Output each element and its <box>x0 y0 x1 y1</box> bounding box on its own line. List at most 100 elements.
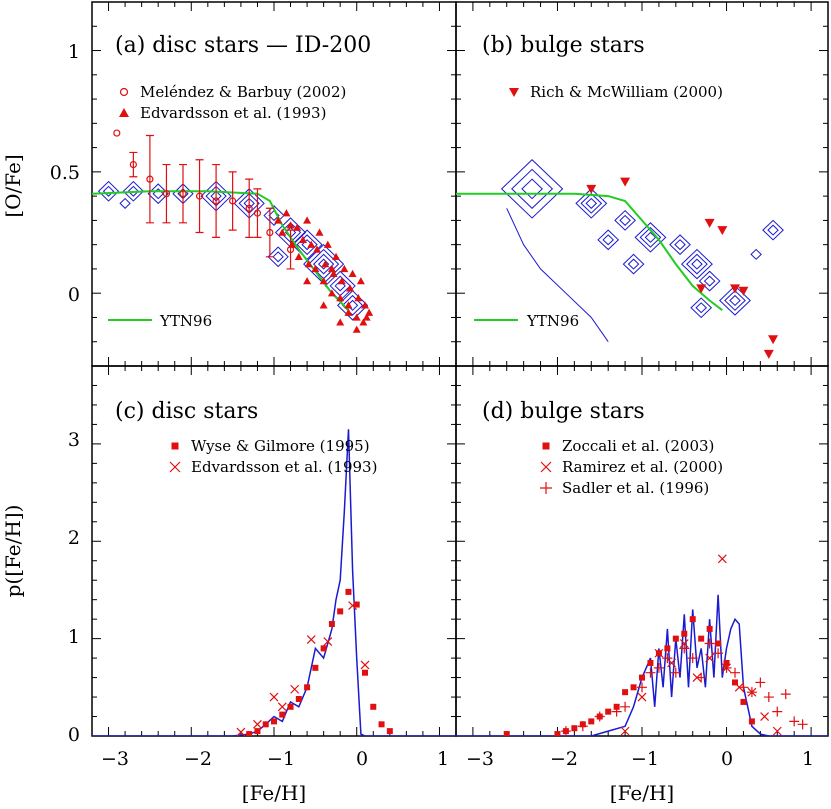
panel-c-wyse-point-13 <box>353 601 360 608</box>
panel-a-errbar-8 <box>245 178 254 238</box>
panel-d-sadler-point-13 <box>704 638 715 649</box>
legend-c-2: Edvardsson et al. (1993) <box>191 458 377 476</box>
panel-b-ytn96-line <box>456 192 723 311</box>
panel-b-contour-6-0 <box>674 239 686 251</box>
legend-b-ytn: YTN96 <box>526 312 579 330</box>
xtick-c-1: 1 <box>437 748 449 770</box>
panel-b-rich-point-7 <box>768 335 779 345</box>
panel-a-title: (a) disc stars — ID-200 <box>115 33 371 58</box>
panel-a-errbar-5 <box>195 159 204 234</box>
panel-a-edvardsson-point-4 <box>288 240 297 248</box>
panel-d-sadler-point-1 <box>577 721 588 732</box>
panel-a-melendez-point-8 <box>245 204 253 212</box>
panel-a-contour-12-0 <box>334 280 346 292</box>
panel-a-edvardsson-point-22 <box>340 264 349 273</box>
panel-a-edvardsson-point-30 <box>361 301 369 309</box>
legend-a-2: Edvardsson et al. (1993) <box>140 104 326 122</box>
panel-a-edvardsson-point-28 <box>356 277 365 285</box>
xtick-c-m1: −1 <box>267 748 295 770</box>
panel-a-edvardsson-point-31 <box>362 313 371 321</box>
panel-a-contour-2-1 <box>147 183 169 205</box>
panel-a-edvardsson-point-33 <box>303 277 312 285</box>
panel-d-sadler-point-5 <box>637 682 647 693</box>
panel-b-contour-8-1 <box>698 270 721 292</box>
legend-marker-c-1 <box>171 442 179 450</box>
panel-d-zoccali-point-11 <box>639 674 645 681</box>
panel-a-edvardsson-point-38 <box>344 308 353 316</box>
panel-b-contour-11-0 <box>767 224 779 236</box>
panel-b-contour-8-0 <box>703 275 716 287</box>
panel-d-sadler-point-24 <box>797 719 808 730</box>
panel-a-edvardsson-point-15 <box>321 260 330 268</box>
panel-a-contour-5-0 <box>210 190 222 202</box>
legend-d-2: Ramirez et al. (2000) <box>562 458 723 476</box>
panel-a-melendez-point-9 <box>253 209 262 217</box>
panel-a-contour-7-0 <box>268 209 280 222</box>
legend-d-3: Sadler et al. (1996) <box>562 479 709 497</box>
panel-d-zoccali-point-23 <box>740 698 747 705</box>
panel-a-edvardsson-point-3 <box>286 221 295 229</box>
panel-b-contour-9-2 <box>719 285 751 316</box>
panel-d-zoccali-point-5 <box>588 718 595 725</box>
panel-a-edvardsson-point-1 <box>278 228 287 236</box>
ylabel-bottom: p([Fe/H]) <box>1 505 25 598</box>
panel-d-zoccali-point-3 <box>571 725 578 732</box>
legend-a-1: Meléndez & Barbuy (2002) <box>140 83 346 101</box>
panel-d-model-line <box>456 594 828 736</box>
panel-a-melendez-point-10 <box>266 228 274 237</box>
panel-a-edvardsson-point-13 <box>315 228 324 236</box>
ylabel-top: [O/Fe] <box>1 154 25 217</box>
panel-c-edvardsson-point-4 <box>290 684 300 694</box>
panel-a-edvardsson-point-23 <box>344 301 353 309</box>
panel-c-wyse-point-0 <box>246 731 253 736</box>
panel-a-contour-11-1 <box>312 253 335 275</box>
panel-a-edvardsson-point-18 <box>329 269 338 277</box>
panel-a-edvardsson-point-9 <box>304 260 313 268</box>
panel-d-sadler-point-16 <box>730 667 740 678</box>
xlabel-right: [Fe/H] <box>610 781 674 805</box>
panel-a-contour-11-0 <box>317 258 330 270</box>
panel-b-contour-12-0 <box>750 248 762 260</box>
panel-b-contour-9-0 <box>729 294 741 307</box>
legend-marker-c-2 <box>169 461 181 473</box>
xtick-c-m3: −3 <box>101 748 129 770</box>
panel-c-wyse-point-16 <box>378 721 385 728</box>
panel-a-edvardsson-point-10 <box>307 240 316 248</box>
panel-d-sadler-point-11 <box>687 653 698 664</box>
panel-a-errbar-10 <box>265 207 274 258</box>
ytick-a-0: 0 <box>68 284 80 306</box>
panel-d-sadler-point-12 <box>696 672 707 683</box>
panel-c-edvardsson-point-5 <box>306 635 316 645</box>
panel-a-edvardsson-point-8 <box>303 216 312 224</box>
panel-d-ramirez-point-12 <box>772 726 782 736</box>
panel-d-zoccali-point-20 <box>715 640 722 647</box>
panel-a-errbar-4 <box>179 163 187 224</box>
panel-c-edvardsson-point-8 <box>360 660 370 670</box>
panel-a-melendez-point-2 <box>146 175 154 183</box>
panel-d-sadler-point-17 <box>738 682 749 693</box>
panel-d-sadler-point-15 <box>721 662 732 673</box>
panel-a-edvardsson-point-16 <box>323 240 332 248</box>
panel-c-plot <box>92 429 456 736</box>
panel-d-sadler-point-7 <box>653 662 664 673</box>
panel-a-edvardsson-point-11 <box>311 264 320 273</box>
panel-a-errbar-3 <box>162 163 171 224</box>
panel-d-ramirez-point-6 <box>705 653 715 663</box>
panel-d-ramirez-point-0 <box>620 726 630 736</box>
panel-b-contour-10-0 <box>695 302 707 314</box>
panel-a-contour-0-0 <box>102 185 115 197</box>
panel-b-rich-point-5 <box>730 284 740 294</box>
panel-a-edvardsson-point-19 <box>332 252 341 260</box>
panel-a-contour-11-2 <box>308 248 340 280</box>
panel-d-ramirez-point-1 <box>637 692 647 702</box>
panel-b-contour-0-1 <box>511 168 554 209</box>
ytick-c-0: 0 <box>68 724 80 746</box>
panel-c-edvardsson-point-1 <box>253 719 262 729</box>
panel-d-zoccali-point-10 <box>630 684 637 691</box>
panel-a-contour-4-0 <box>119 197 131 209</box>
panel-d-zoccali-point-24 <box>748 718 755 725</box>
panel-c-wyse-point-1 <box>254 728 261 735</box>
panel-b-contour-3-2 <box>634 222 667 253</box>
xtick-d-m1: −1 <box>631 748 659 770</box>
panel-c-wyse-point-12 <box>345 588 352 595</box>
